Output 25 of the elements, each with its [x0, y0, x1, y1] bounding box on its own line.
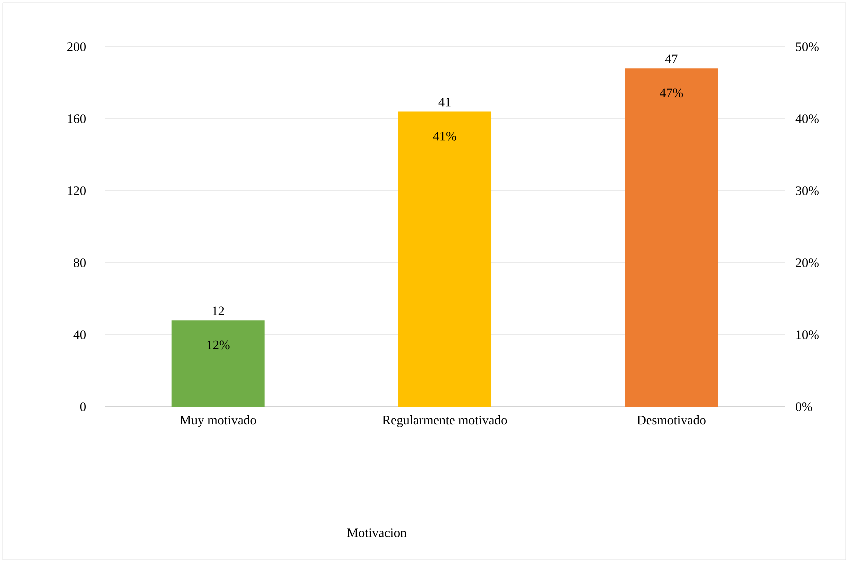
bar: [172, 320, 265, 407]
bar: [398, 112, 492, 407]
text: Motivacion: [347, 528, 407, 538]
data-label: 41: [438, 98, 451, 107]
y-tick-label: 120: [68, 186, 86, 196]
y-tick-label: 40: [74, 330, 86, 340]
y2-tick-label: 0%: [796, 402, 812, 412]
annotation: 41%: [433, 132, 456, 141]
bar: [625, 68, 718, 407]
x-tick-label: Regularmente motivado: [382, 416, 508, 428]
data-label: 12: [212, 306, 224, 316]
y-tick-label: 200: [68, 42, 86, 52]
y-tick-label: 0: [80, 402, 86, 412]
y-tick-label: 160: [68, 114, 86, 124]
annotation: 47%: [660, 88, 684, 98]
x-tick-label: Muy motivado: [180, 416, 256, 428]
x-tick-label: Desmotivado: [637, 416, 706, 425]
annotation: 12%: [208, 340, 230, 350]
y-tick-label: 80: [74, 258, 86, 268]
y2-tick-label: 50%: [796, 42, 819, 52]
y2-tick-label: 30%: [796, 186, 819, 196]
data-label: 47: [665, 54, 678, 64]
y2-tick-label: 10%: [796, 330, 819, 340]
y2-tick-label: 40%: [796, 114, 819, 124]
y2-tick-label: 20%: [796, 258, 819, 268]
